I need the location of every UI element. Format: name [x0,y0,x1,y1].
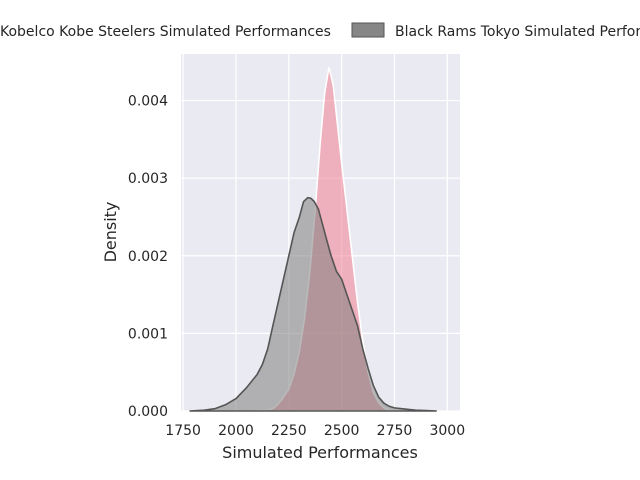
y-tick-label: 0.002 [128,249,168,265]
x-axis-label: Simulated Performances [222,443,418,462]
y-tick-label: 0.004 [128,94,168,110]
y-axis-ticks: 0.000 0.001 0.002 0.003 0.004 [128,94,168,420]
x-tick-label: 2000 [218,423,254,439]
density-area-black-rams-tokyo [189,196,437,412]
y-tick-label: 0.003 [128,171,168,187]
x-tick-label: 1750 [165,423,201,439]
y-tick-label: 0.001 [128,326,168,342]
x-axis-ticks: 1750 2000 2250 2500 2750 3000 [165,423,465,439]
x-tick-label: 2750 [377,423,413,439]
legend-swatch [351,22,385,38]
legend-label: Kobelco Kobe Steelers Simulated Performa… [0,24,331,40]
x-tick-label: 2500 [324,423,360,439]
legend-label: Black Rams Tokyo Simulated Performances [395,24,640,40]
y-tick-label: 0.000 [128,404,168,420]
x-tick-label: 3000 [429,423,465,439]
density-areas [189,67,437,412]
y-axis-label: Density [101,202,120,263]
legend: Kobelco Kobe Steelers Simulated Performa… [0,22,640,40]
x-tick-label: 2250 [271,423,307,439]
